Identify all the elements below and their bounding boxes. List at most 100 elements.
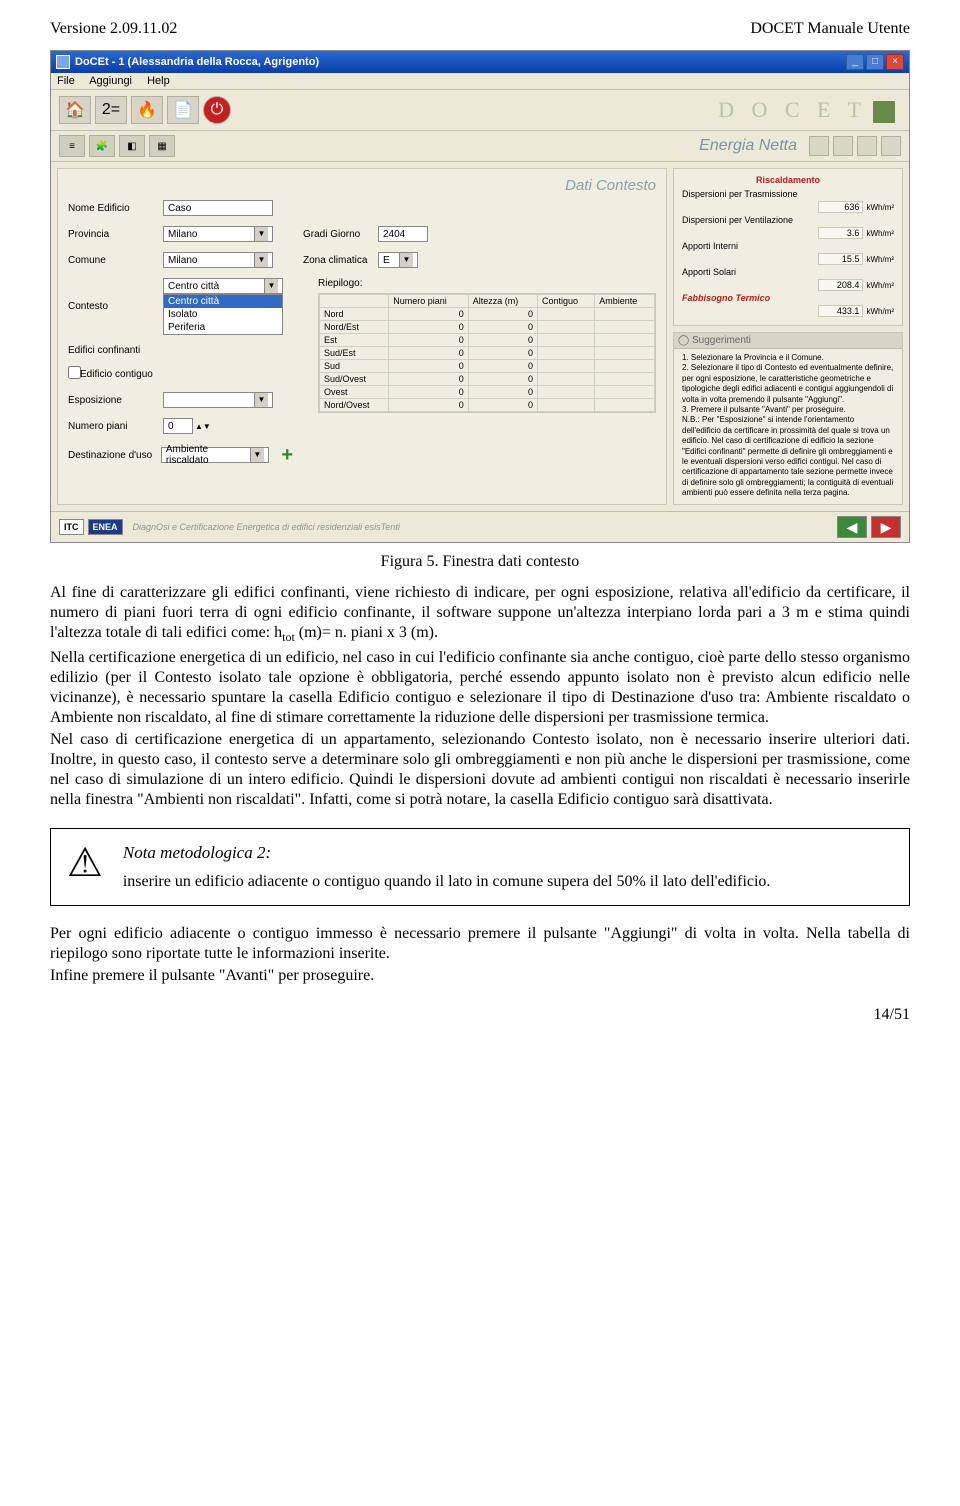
ed-contiguo-label: Edificio contiguo [80,369,153,380]
gradi-giorno-label: Gradi Giorno [303,229,378,240]
nome-edificio-label: Nome Edificio [68,203,163,214]
gradi-giorno-input[interactable] [378,226,428,242]
zona-label: Zona climatica [303,255,378,266]
comune-select[interactable]: Milano▼ [163,252,273,268]
col-altezza: Altezza (m) [468,295,537,308]
stats-panel: Riscaldamento Dispersioni per Trasmissio… [673,168,903,326]
minimize-button[interactable]: _ [846,54,864,70]
dest-uso-label: Destinazione d'uso [68,450,161,461]
app-window: DoCEt - 1 (Alessandria della Rocca, Agri… [50,50,910,543]
page-number: 14/51 [50,1006,910,1024]
contesto-dropdown[interactable]: Centro città Isolato Periferia [163,294,283,335]
chevron-down-icon: ▼ [254,253,268,267]
sugg-item: 2. Selezionare il tipo di Contesto ed ev… [682,363,894,405]
chevron-down-icon: ▼ [264,279,278,293]
sub-toolbar: ≡ 🧩 ◧ ▦ Energia Netta [51,131,909,162]
table-row: Sud/Est00 [320,347,655,360]
stat-solari-label: Apporti Solari [682,267,894,277]
mini-icon-3[interactable] [857,136,877,156]
col-contiguo: Contiguo [537,295,594,308]
closing-paragraphs: Per ogni edificio adiacente o contiguo i… [50,924,910,986]
tool-doc-icon[interactable]: 📄 [167,96,199,124]
sugg-item: 3. Premere il pulsante "Avanti" per pros… [682,405,894,415]
provincia-label: Provincia [68,229,163,240]
table-row: Sud00 [320,360,655,373]
numero-piani-input[interactable] [163,418,193,434]
chevron-down-icon: ▼ [254,227,268,241]
stat-solari-val: 208.4 [818,279,863,291]
warning-icon: ⚠ [67,843,103,883]
close-button[interactable]: × [886,54,904,70]
menu-aggiungi[interactable]: Aggiungi [89,75,132,87]
itc-logo: ITC [59,519,84,535]
stats-title: Riscaldamento [682,175,894,185]
chevron-down-icon: ▼ [250,448,263,462]
contesto-label: Contesto [68,301,163,312]
form-pane: Dati Contesto Nome Edificio Provincia Mi… [57,168,667,505]
stat-ventilazione-label: Dispersioni per Ventilazione [682,215,894,225]
table-row: Nord/Est00 [320,321,655,334]
spinner-icon[interactable]: ▲▼ [195,422,211,431]
stat-trasmissione-val: 636 [818,201,863,213]
esposizione-select[interactable]: ▼ [163,392,273,408]
tool-fire-icon[interactable]: 🔥 [131,96,163,124]
sub-icon-4[interactable]: ▦ [149,135,175,157]
table-row: Sud/Ovest00 [320,373,655,386]
chevron-down-icon: ▼ [399,253,413,267]
enea-logo: ENEA [88,519,123,535]
sub-icon-2[interactable]: 🧩 [89,135,115,157]
tool-calendar-icon[interactable]: 2= [95,96,127,124]
sub-icon-1[interactable]: ≡ [59,135,85,157]
mini-icon-2[interactable] [833,136,853,156]
zona-select[interactable]: E▼ [378,252,418,268]
brand-text: D O C E T [718,97,901,123]
sugg-item: 1. Selezionare la Provincia e il Comune. [682,353,894,363]
stat-interni-val: 15.5 [818,253,863,265]
menu-help[interactable]: Help [147,75,170,87]
dest-uso-select[interactable]: Ambiente riscaldato▼ [161,447,269,463]
numero-piani-label: Numero piani [68,421,163,432]
note-box: ⚠ Nota metodologica 2: inserire un edifi… [50,828,910,906]
contesto-opt-2[interactable]: Isolato [164,308,282,321]
section-title: Dati Contesto [68,177,656,194]
menu-file[interactable]: File [57,75,75,87]
energia-label: Energia Netta [699,137,797,155]
titlebar: DoCEt - 1 (Alessandria della Rocca, Agri… [51,51,909,73]
mini-icon-1[interactable] [809,136,829,156]
riepilogo-table: Numero piani Altezza (m) Contiguo Ambien… [318,293,656,413]
riepilogo-title: Riepilogo: [318,278,656,289]
table-row: Nord00 [320,308,655,321]
menubar: File Aggiungi Help [51,73,909,90]
contesto-opt-1[interactable]: Centro città [164,295,282,308]
maximize-button[interactable]: □ [866,54,884,70]
diag-text: DiagnOsi e Certificazione Energetica di … [133,522,400,532]
table-row: Ovest00 [320,386,655,399]
version-text: Versione 2.09.11.02 [50,20,177,38]
contesto-select[interactable]: Centro città▼ [163,278,283,294]
toolbar: 🏠 2= 🔥 📄 ⏻ D O C E T [51,90,909,131]
sub-icon-3[interactable]: ◧ [119,135,145,157]
back-button[interactable]: ◀ [837,516,867,538]
add-button[interactable]: + [277,444,299,466]
sugg-title: ◯ Suggerimenti [674,333,902,349]
bottom-bar: ITC ENEA DiagnOsi e Certificazione Energ… [51,511,909,542]
forward-button[interactable]: ▶ [871,516,901,538]
stat-fabbisogno-label: Fabbisogno Termico [682,293,894,303]
stat-ventilazione-val: 3.6 [818,227,863,239]
sugg-item: N.B.: Per "Esposizione" si intende l'ori… [682,415,894,498]
stat-fabbisogno-val: 433.1 [818,305,863,317]
stat-trasmissione-label: Dispersioni per Trasmissione [682,189,894,199]
comune-label: Comune [68,255,163,266]
doc-title: DOCET Manuale Utente [750,20,910,38]
esposizione-label: Esposizione [68,395,163,406]
brand-icon [873,101,895,123]
col-piani: Numero piani [389,295,468,308]
tool-power-icon[interactable]: ⏻ [203,96,231,124]
mini-icon-4[interactable] [881,136,901,156]
nome-edificio-input[interactable] [163,200,273,216]
provincia-select[interactable]: Milano▼ [163,226,273,242]
contesto-opt-3[interactable]: Periferia [164,321,282,334]
app-icon [56,55,70,69]
tool-home-icon[interactable]: 🏠 [59,96,91,124]
suggestions-panel: ◯ Suggerimenti 1. Selezionare la Provinc… [673,332,903,505]
